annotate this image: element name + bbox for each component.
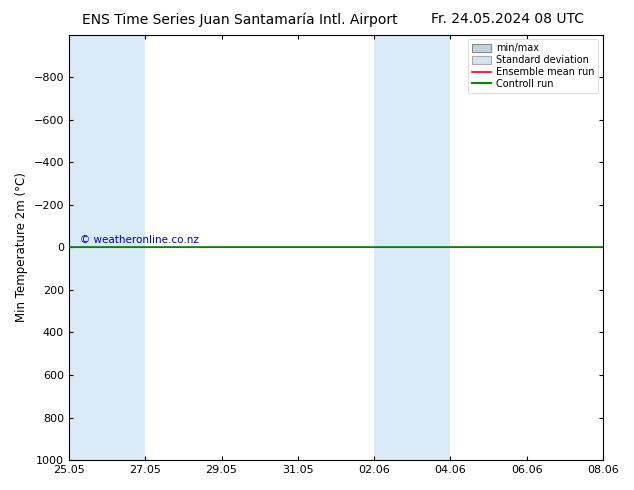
Legend: min/max, Standard deviation, Ensemble mean run, Controll run: min/max, Standard deviation, Ensemble me… — [468, 40, 598, 93]
Bar — [69, 35, 145, 460]
Bar — [374, 35, 451, 460]
Y-axis label: Min Temperature 2m (°C): Min Temperature 2m (°C) — [15, 172, 28, 322]
Text: © weatheronline.co.nz: © weatheronline.co.nz — [80, 235, 198, 245]
Text: ENS Time Series Juan Santamaría Intl. Airport: ENS Time Series Juan Santamaría Intl. Ai… — [82, 12, 398, 27]
Text: Fr. 24.05.2024 08 UTC: Fr. 24.05.2024 08 UTC — [431, 12, 584, 26]
